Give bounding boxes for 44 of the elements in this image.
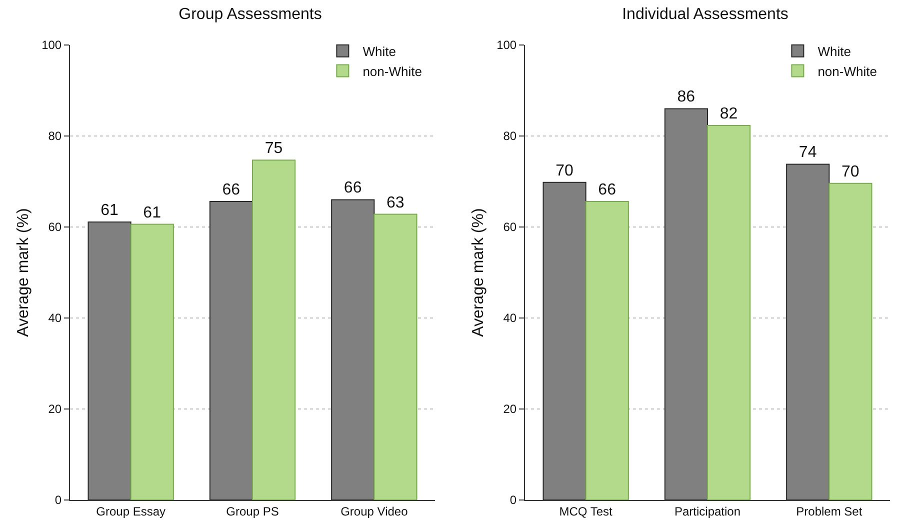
x-tick-label: Problem Set (796, 504, 863, 518)
data-label: 66 (598, 182, 616, 199)
y-tick-label: 80 (503, 129, 517, 144)
bar (374, 214, 418, 500)
data-label: 82 (720, 106, 738, 123)
y-tick-label: 20 (503, 402, 517, 416)
y-tick-label: 40 (48, 311, 62, 326)
y-tick-label: 0 (54, 493, 62, 508)
data-label: 70 (556, 162, 574, 180)
bar (585, 201, 629, 500)
data-label: 75 (264, 140, 283, 158)
legend-label: White (362, 44, 396, 59)
data-label: 74 (798, 144, 817, 162)
y-tick-label: 80 (48, 129, 62, 144)
y-axis-title: Average mark (%) (15, 208, 32, 337)
y-tick-label: 40 (503, 311, 517, 326)
y-tick-label: 60 (503, 220, 517, 234)
bar (130, 224, 174, 500)
y-tick-label: 60 (48, 220, 62, 234)
data-label: 61 (100, 202, 118, 219)
legend-label: White (818, 44, 851, 59)
y-tick-label: 20 (48, 402, 62, 416)
bar (252, 160, 296, 500)
data-label: 61 (143, 204, 162, 222)
x-tick-label: MCQ Test (559, 504, 614, 518)
y-tick-label: 100 (496, 38, 517, 52)
y-axis-title: Average mark (%) (470, 208, 487, 337)
x-tick-label: Group Video (340, 504, 408, 518)
legend-label: non-White (818, 64, 877, 79)
y-tick-label: 100 (42, 38, 62, 52)
chart-title: Individual Assessments (622, 6, 788, 24)
y-tick-label: 0 (510, 493, 517, 508)
data-label: 70 (842, 163, 860, 180)
data-label: 86 (677, 88, 696, 106)
bar (707, 125, 751, 500)
data-label: 66 (344, 180, 362, 197)
x-tick-label: Group Essay (96, 504, 166, 518)
x-tick-label: Group PS (226, 504, 279, 518)
data-label: 66 (222, 182, 240, 199)
x-tick-label: Participation (674, 504, 741, 518)
data-label: 63 (386, 194, 404, 212)
legend-label: non-White (362, 64, 422, 79)
bar (828, 182, 872, 500)
chart-title: Group Assessments (178, 6, 322, 24)
